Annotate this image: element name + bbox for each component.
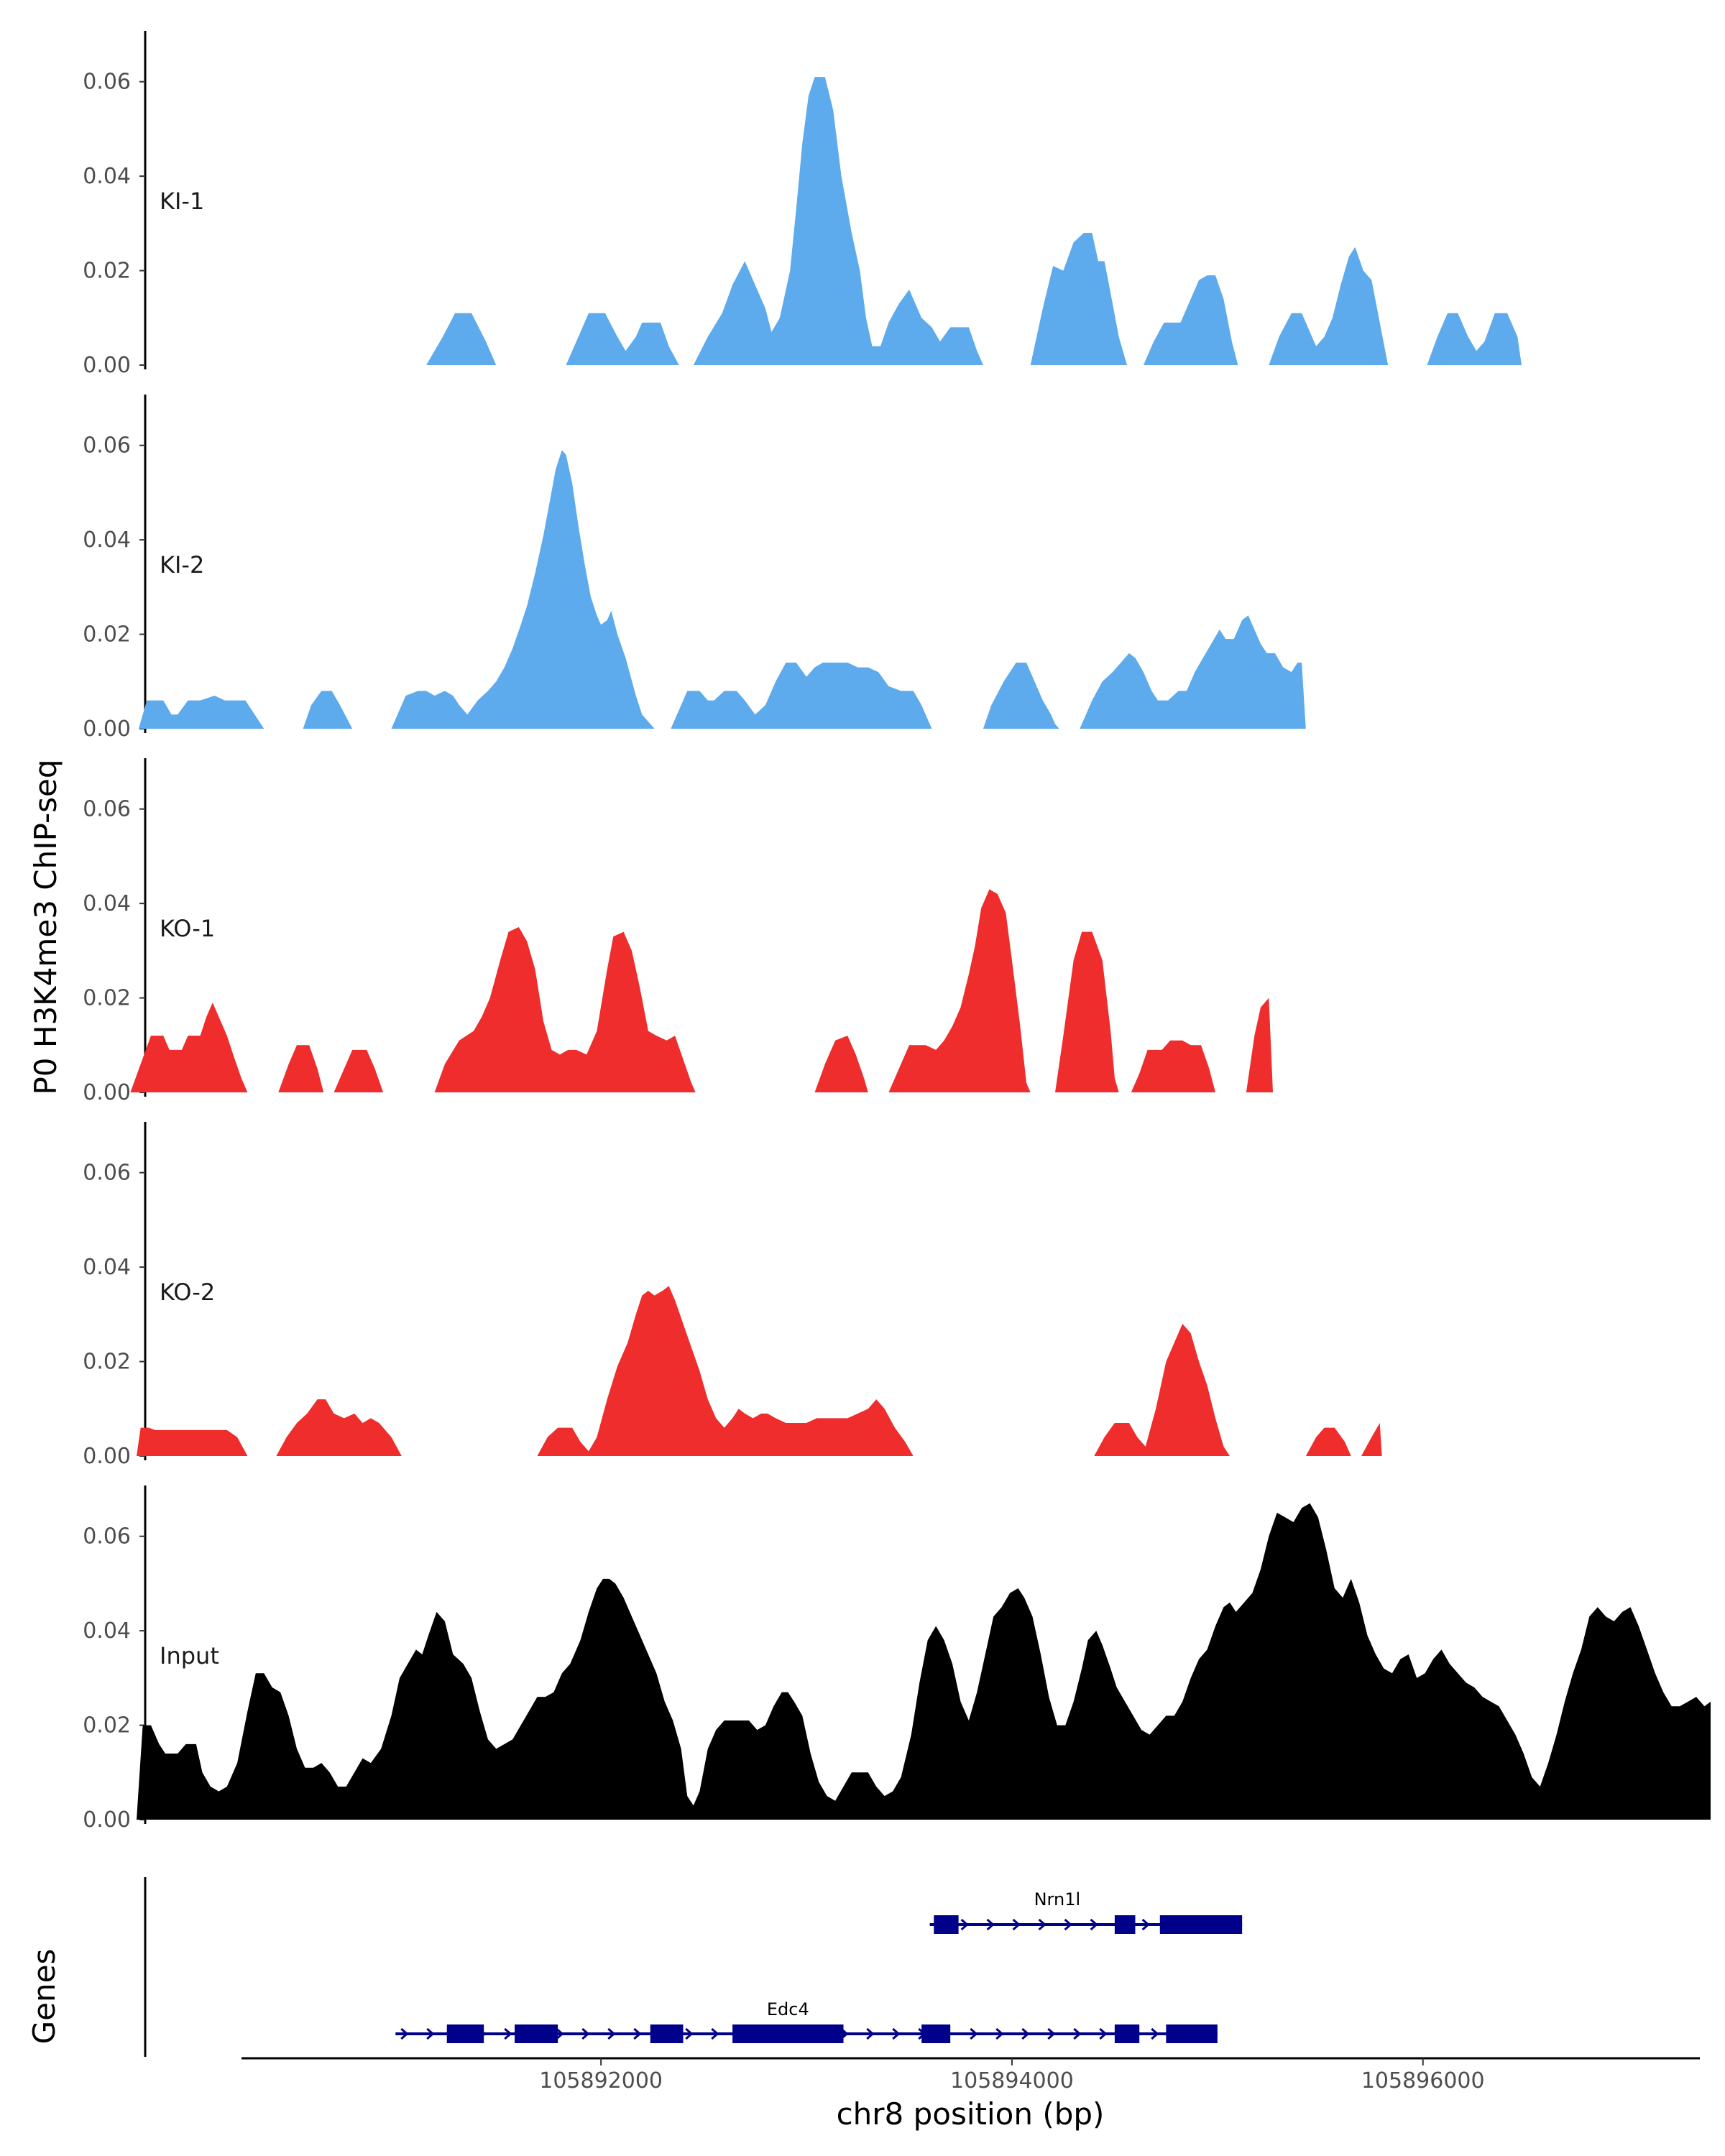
- track-label: KO-1: [160, 915, 215, 942]
- gene-exon: [515, 2024, 558, 2043]
- y-axis-title: P0 H3K4me3 ChIP-seq: [28, 759, 63, 1095]
- track-ki-1: 0.00 0.02 0.04 0.06 KI-1: [83, 31, 1522, 378]
- y-tick-label: 0.04: [83, 528, 131, 553]
- strand-arrow: [1021, 2027, 1030, 2040]
- strand-arrow: [866, 2027, 875, 2040]
- gene-exon: [1114, 1915, 1136, 1934]
- track-label: KI-1: [160, 188, 204, 215]
- signal-tracks: 0.00 0.02 0.04 0.06 KI-1 0.00 0.02 0.04 0.06 KI-2…: [83, 31, 1711, 1833]
- gene-name-label: Edc4: [767, 1999, 809, 2019]
- y-tick-label: 0.06: [83, 433, 131, 459]
- gene-edc4: Edc4: [395, 1999, 1218, 2043]
- gene-exon: [446, 2024, 484, 2043]
- track-ko-2: 0.00 0.02 0.04 0.06 KO-2: [83, 1122, 1382, 1469]
- y-tick-label: 0.06: [83, 1161, 131, 1186]
- x-tick-label: 105896000: [1361, 2068, 1485, 2093]
- y-tick-label: 0.02: [83, 986, 131, 1011]
- strand-arrow: [556, 2027, 564, 2040]
- y-tick-label: 0.00: [83, 353, 131, 378]
- genes-panel-label: Genes: [27, 1949, 62, 2045]
- strand-arrow: [685, 2027, 694, 2040]
- y-tick-label: 0.02: [83, 1350, 131, 1375]
- track-label: KO-2: [160, 1279, 215, 1306]
- signal-area-input: [137, 1503, 1711, 1820]
- y-tick-label: 0.04: [83, 164, 131, 189]
- signal-area-ko-2: [137, 1286, 1382, 1456]
- strand-arrow: [1073, 2027, 1082, 2040]
- strand-arrow: [960, 1918, 969, 1931]
- y-tick-label: 0.02: [83, 259, 131, 284]
- y-tick-label: 0.02: [83, 1713, 131, 1738]
- y-tick-label: 0.04: [83, 1618, 131, 1644]
- strand-arrow: [995, 2027, 1004, 2040]
- strand-arrow: [581, 2027, 590, 2040]
- strand-arrow: [892, 2027, 901, 2040]
- gene-exon: [921, 2024, 951, 2043]
- x-tick-label: 105892000: [539, 2068, 663, 2093]
- x-axis-title: chr8 position (bp): [837, 2096, 1105, 2132]
- strand-arrow: [504, 2027, 512, 2040]
- strand-arrow: [1047, 2027, 1056, 2040]
- y-tick-label: 0.00: [83, 1444, 131, 1469]
- track-ko-1: 0.00 0.02 0.04 0.06 KO-1: [83, 758, 1273, 1105]
- strand-arrow: [1141, 1918, 1150, 1931]
- gene-exon: [1159, 1915, 1243, 1934]
- strand-arrow: [400, 2027, 409, 2040]
- signal-area-ki-2: [138, 450, 1306, 729]
- y-tick-label: 0.00: [83, 1807, 131, 1833]
- y-tick-label: 0.06: [83, 70, 131, 95]
- x-axis: 105892000 105894000 105896000: [242, 2057, 1700, 2093]
- strand-arrow: [1099, 2027, 1108, 2040]
- gene-annotation-panel: Nrn1l Edc4: [144, 1877, 1243, 2057]
- gene-exon: [934, 1915, 959, 1934]
- track-label: Input: [160, 1642, 219, 1669]
- y-tick-label: 0.06: [83, 1524, 131, 1549]
- strand-arrow: [1038, 1918, 1046, 1931]
- strand-arrow: [711, 2027, 719, 2040]
- y-tick-label: 0.00: [83, 717, 131, 742]
- strand-arrow: [426, 2027, 435, 2040]
- strand-arrow: [970, 2027, 978, 2040]
- strand-arrow: [607, 2027, 616, 2040]
- strand-arrow: [1012, 1918, 1021, 1931]
- strand-arrow: [1090, 1918, 1098, 1931]
- gene-name-label: Nrn1l: [1034, 1889, 1081, 1909]
- strand-arrow: [1151, 2027, 1159, 2040]
- gene-exon: [732, 2024, 844, 2043]
- x-tick-label: 105894000: [950, 2068, 1074, 2093]
- y-tick-label: 0.00: [83, 1080, 131, 1105]
- track-label: KI-2: [160, 551, 204, 579]
- y-tick-label: 0.02: [83, 622, 131, 648]
- strand-arrow: [1064, 1918, 1072, 1931]
- strand-arrow: [986, 1918, 995, 1931]
- track-input: 0.00 0.02 0.04 0.06 Input: [83, 1485, 1711, 1833]
- gene-exon: [650, 2024, 684, 2043]
- signal-area-ko-1: [130, 889, 1273, 1092]
- strand-arrow: [633, 2027, 642, 2040]
- y-tick-label: 0.06: [83, 797, 131, 822]
- signal-area-ki-1: [426, 77, 1522, 365]
- gene-exon: [1166, 2024, 1218, 2043]
- y-tick-label: 0.04: [83, 1255, 131, 1280]
- track-ki-2: 0.00 0.02 0.04 0.06 KI-2: [83, 395, 1306, 742]
- gene-exon: [1114, 2024, 1140, 2043]
- gene-nrn1l: Nrn1l: [929, 1889, 1243, 1934]
- y-tick-label: 0.04: [83, 891, 131, 916]
